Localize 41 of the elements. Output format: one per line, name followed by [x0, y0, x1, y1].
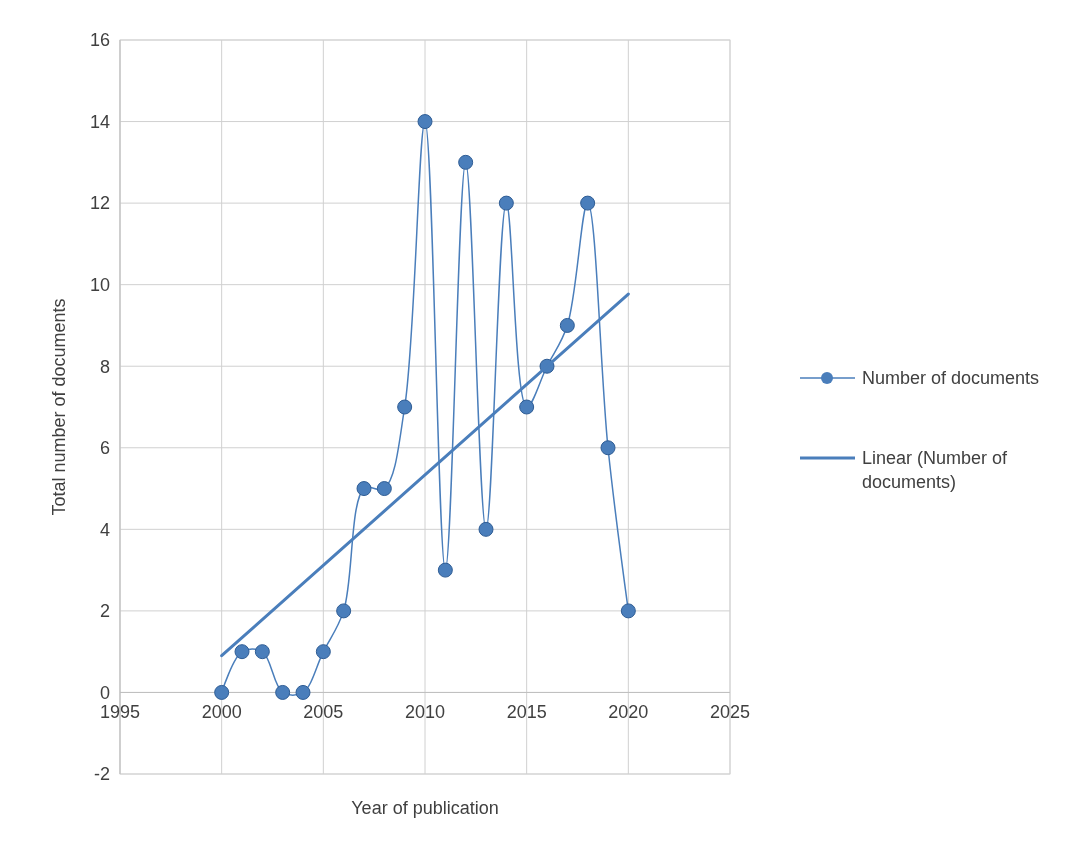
y-tick-label: 6: [99, 438, 110, 459]
y-tick-label: 16: [89, 30, 110, 51]
point: [559, 317, 575, 333]
x-tick-label: 2010: [404, 702, 446, 723]
point: [315, 644, 331, 660]
point: [214, 684, 230, 700]
y-tick-label: 14: [89, 111, 110, 132]
y-tick-label: 4: [99, 519, 110, 540]
x-tick-label: 2005: [303, 702, 344, 723]
point: [417, 114, 433, 130]
y-tick-label: 12: [89, 193, 110, 214]
point: [295, 684, 311, 700]
point: [234, 644, 250, 660]
point: [458, 154, 474, 170]
point: [356, 481, 372, 497]
y-tick-label: 0: [99, 682, 110, 703]
point: [498, 195, 514, 211]
y-axis-title: Total number of documents: [49, 298, 69, 516]
point: [336, 603, 352, 619]
legend-label: Number of documents: [862, 368, 1040, 389]
point: [600, 440, 616, 456]
x-axis-title: Year of publication: [351, 798, 499, 818]
x-tick-label: 2000: [201, 702, 242, 723]
x-tick-label: 2015: [506, 702, 547, 723]
point: [254, 644, 270, 660]
point: [437, 562, 453, 578]
x-tick-label: 2025: [709, 702, 751, 723]
x-tick-label: 2020: [608, 702, 649, 723]
point: [580, 195, 596, 211]
y-tick-label: 8: [99, 356, 110, 377]
point: [397, 399, 413, 415]
y-tick-label: -2: [93, 764, 110, 785]
y-tick-label: 10: [89, 274, 110, 295]
legend-label: Linear (Number of documents): [862, 448, 1009, 492]
point: [275, 684, 291, 700]
point: [478, 521, 494, 537]
x-tick-label: 1995: [99, 702, 141, 723]
point: [376, 481, 392, 497]
y-tick-label: 2: [99, 601, 110, 622]
point: [620, 603, 636, 619]
point: [519, 399, 535, 415]
